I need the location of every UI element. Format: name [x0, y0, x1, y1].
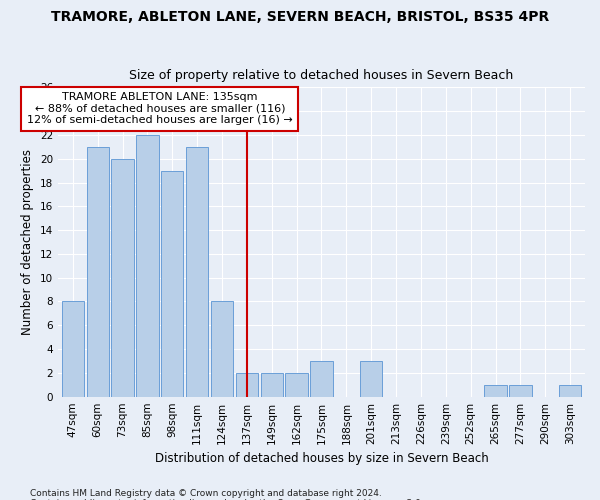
Bar — [310, 361, 332, 396]
Bar — [136, 135, 158, 396]
Bar — [62, 302, 84, 396]
Bar — [286, 373, 308, 396]
Text: Contains public sector information licensed under the Open Government Licence v3: Contains public sector information licen… — [30, 498, 424, 500]
Bar — [86, 147, 109, 396]
Text: TRAMORE, ABLETON LANE, SEVERN BEACH, BRISTOL, BS35 4PR: TRAMORE, ABLETON LANE, SEVERN BEACH, BRI… — [51, 10, 549, 24]
Bar — [211, 302, 233, 396]
Title: Size of property relative to detached houses in Severn Beach: Size of property relative to detached ho… — [130, 69, 514, 82]
Bar — [236, 373, 258, 396]
Bar — [161, 170, 184, 396]
Bar — [484, 385, 506, 396]
Bar — [186, 147, 208, 396]
Bar — [260, 373, 283, 396]
Text: TRAMORE ABLETON LANE: 135sqm
← 88% of detached houses are smaller (116)
12% of s: TRAMORE ABLETON LANE: 135sqm ← 88% of de… — [27, 92, 293, 126]
Bar — [360, 361, 382, 396]
Bar — [509, 385, 532, 396]
Y-axis label: Number of detached properties: Number of detached properties — [21, 149, 34, 335]
Bar — [112, 158, 134, 396]
X-axis label: Distribution of detached houses by size in Severn Beach: Distribution of detached houses by size … — [155, 452, 488, 465]
Text: Contains HM Land Registry data © Crown copyright and database right 2024.: Contains HM Land Registry data © Crown c… — [30, 488, 382, 498]
Bar — [559, 385, 581, 396]
